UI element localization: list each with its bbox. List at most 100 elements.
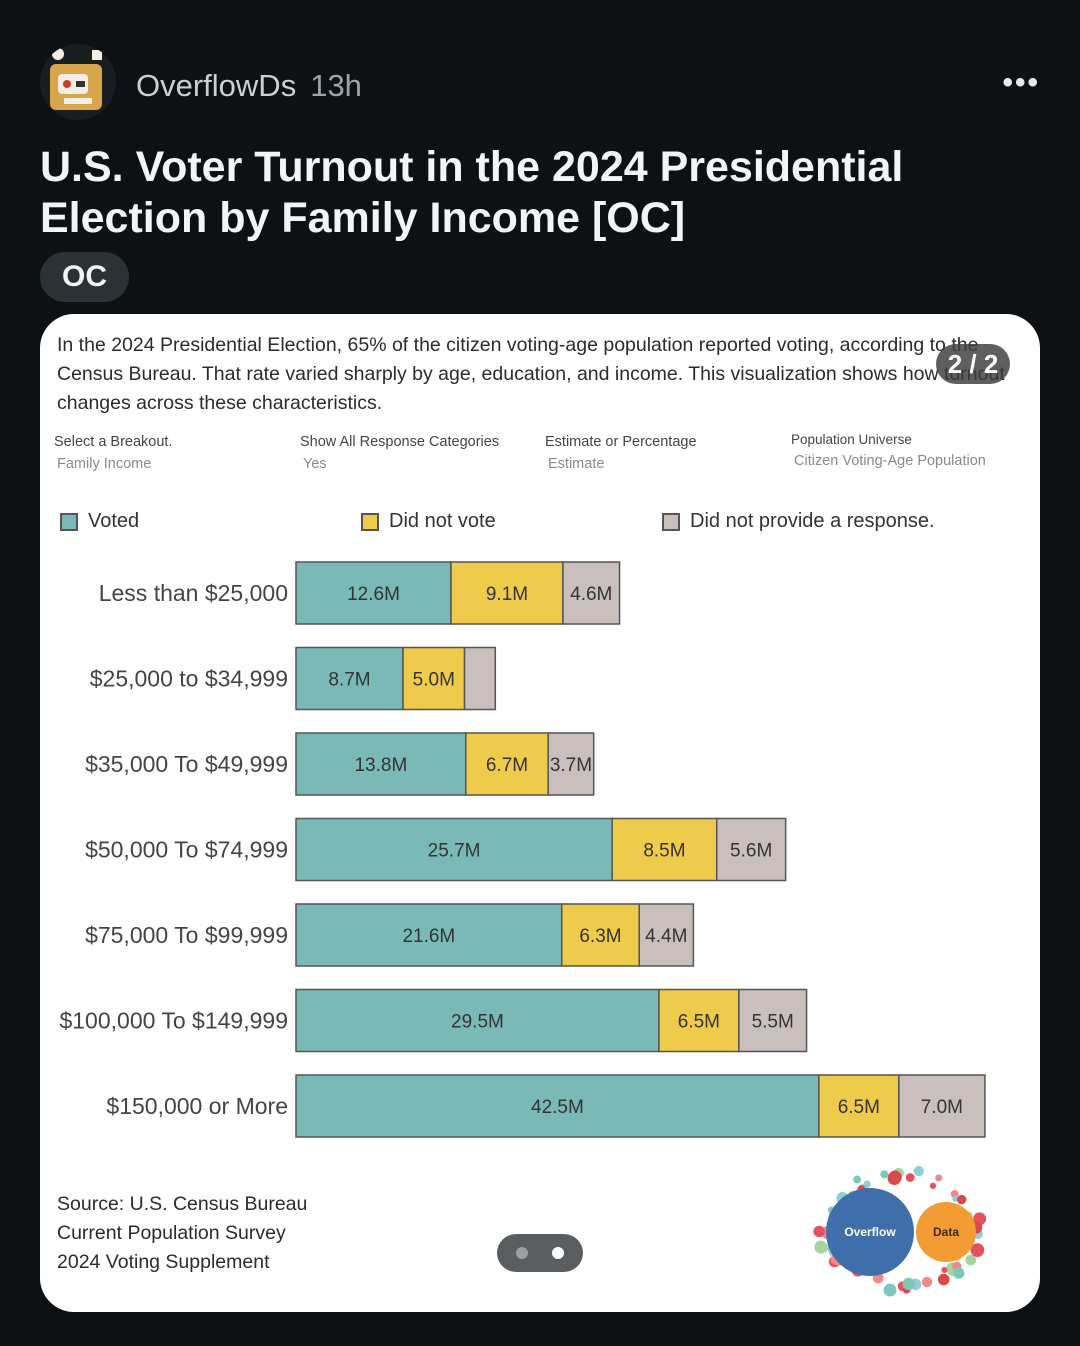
filter-label: Show All Response Categories [300,434,500,450]
filter-response-categories[interactable]: Show All Response Categories Yes [300,434,499,472]
logo-bubble [956,1194,967,1205]
filter-value: Citizen Voting-Age Population [794,453,986,469]
logo-bubble [913,1165,924,1177]
bar-no-response[interactable] [638,903,695,967]
bar-value-label: 21.6M [402,926,455,947]
bar-value-label: 5.5M [752,1012,794,1033]
legend-swatch-did-not-vote [361,512,379,531]
chart-legend: Voted Did not vote Did not provide a res… [40,510,1040,540]
legend-did-not-vote[interactable]: Did not vote [361,510,496,533]
logo-bubble [905,1173,915,1182]
legend-voted[interactable]: Voted [60,510,139,533]
logo-bubble [937,1273,950,1286]
bar-did-not-vote[interactable] [658,988,740,1053]
filter-estimate-percentage[interactable]: Estimate or Percentage Estimate [545,434,697,472]
filter-value: Estimate [548,456,605,472]
bar-value-label: 6.5M [678,1012,720,1033]
legend-swatch-no-response [662,512,680,531]
bar-voted[interactable] [295,1074,820,1138]
bar-no-response[interactable] [547,732,595,796]
bar-value-label: 7.0M [921,1097,963,1118]
category-label: $75,000 To $99,999 [85,922,288,948]
logo-bubble [853,1175,862,1184]
source-line: Source: U.S. Census Bureau [57,1193,308,1215]
filter-population-universe[interactable]: Population Universe Citizen Voting-Age P… [791,432,986,469]
source-line: 2024 Voting Supplement [57,1251,270,1273]
logo-main-circle [826,1188,914,1276]
logo-bubble [967,1256,976,1265]
turnout-bar-chart: Less than $25,000 12.6M 9.1M 4.6M $25,000 to… [59,561,986,1138]
bar-no-response[interactable] [715,817,787,882]
logo-bubble [813,1225,825,1238]
avatar[interactable] [40,44,116,120]
category-label: $25,000 to $34,999 [90,666,288,692]
category-label: $150,000 or More [106,1093,288,1119]
legend-label: Did not vote [389,510,496,532]
bar-no-response[interactable] [898,1074,986,1138]
filter-value: Yes [303,456,327,472]
filter-label: Estimate or Percentage [545,434,697,450]
image-counter: 2 / 2 [936,344,1010,384]
filter-value: Family Income [57,456,152,472]
bar-voted[interactable] [295,988,660,1053]
legend-label: Did not provide a response. [690,510,935,532]
legend-label: Voted [88,510,140,532]
logo-text-left: Overflow [844,1225,896,1239]
bar-voted[interactable] [295,817,613,882]
more-icon[interactable]: ••• [1002,66,1040,99]
bar-did-not-vote[interactable] [818,1074,900,1138]
logo-bubble [888,1170,902,1184]
infographic-intro: In the 2024 Presidential Election, 65% o… [57,334,1005,414]
bar-value-label: 42.5M [531,1097,584,1118]
bar-value-label: 3.7M [550,755,592,776]
bar-value-label: 4.6M [570,584,612,605]
bar-voted[interactable] [295,732,467,796]
logo-bubble [883,1283,897,1297]
logo-text-right: Data [933,1225,959,1239]
bar-did-not-vote[interactable] [402,646,466,711]
bar-value-label: 8.7M [328,670,370,691]
logo-bubble [929,1182,937,1189]
bar-voted[interactable] [295,903,563,967]
bar-value-label: 13.8M [354,755,407,776]
filter-label: Population Universe [791,432,912,447]
logo-bubble [814,1240,828,1254]
image-card[interactable]: In the 2024 Presidential Election, 65% o… [40,314,1040,1312]
bar-value-label: 12.6M [347,584,400,605]
post-meta: OverflowDs 13h [136,68,362,104]
page-dot-1[interactable] [516,1247,528,1259]
username[interactable]: OverflowDs [136,68,297,103]
logo-bubble [970,1243,985,1258]
logo-bubble [953,1267,965,1279]
bar-voted[interactable] [295,561,452,625]
bar-did-not-vote[interactable] [465,732,549,796]
filter-breakout[interactable]: Select a Breakout. Family Income [54,434,173,472]
logo-bubble [880,1170,889,1179]
bar-value-label: 25.7M [428,841,481,862]
filter-label: Select a Breakout. [54,434,173,450]
bar-value-label: 8.5M [643,841,685,862]
bar-no-response[interactable] [738,988,808,1053]
post-title[interactable]: U.S. Voter Turnout in the 2024 President… [40,143,904,242]
overflow-data-logo: Overflow Data [813,1165,987,1297]
bar-did-not-vote[interactable] [560,903,640,967]
page-dot-2-active[interactable] [552,1247,564,1259]
category-label: $100,000 To $149,999 [59,1008,288,1034]
bar-no-response[interactable] [463,646,497,711]
bar-value-label: 6.7M [486,755,528,776]
legend-no-response[interactable]: Did not provide a response. [662,510,935,533]
bar-value-label: 6.5M [838,1097,880,1118]
source-line: Current Population Survey [57,1222,286,1244]
source-note: Source: U.S. Census Bureau Current Popul… [57,1190,307,1277]
post-header: OverflowDs 13h ••• [40,44,1040,124]
carousel-pagination [497,1234,583,1272]
category-label: $50,000 To $74,999 [85,837,288,863]
logo-bubble [902,1277,915,1291]
bar-no-response[interactable] [562,561,621,625]
bar-value-label: 6.3M [579,926,621,947]
flair-badge[interactable]: OC [40,252,129,302]
logo-bubble [921,1276,933,1288]
bar-voted[interactable] [295,646,404,711]
bar-value-label: 4.4M [645,926,687,947]
filter-row: Select a Breakout. Family Income Show Al… [40,432,1040,484]
